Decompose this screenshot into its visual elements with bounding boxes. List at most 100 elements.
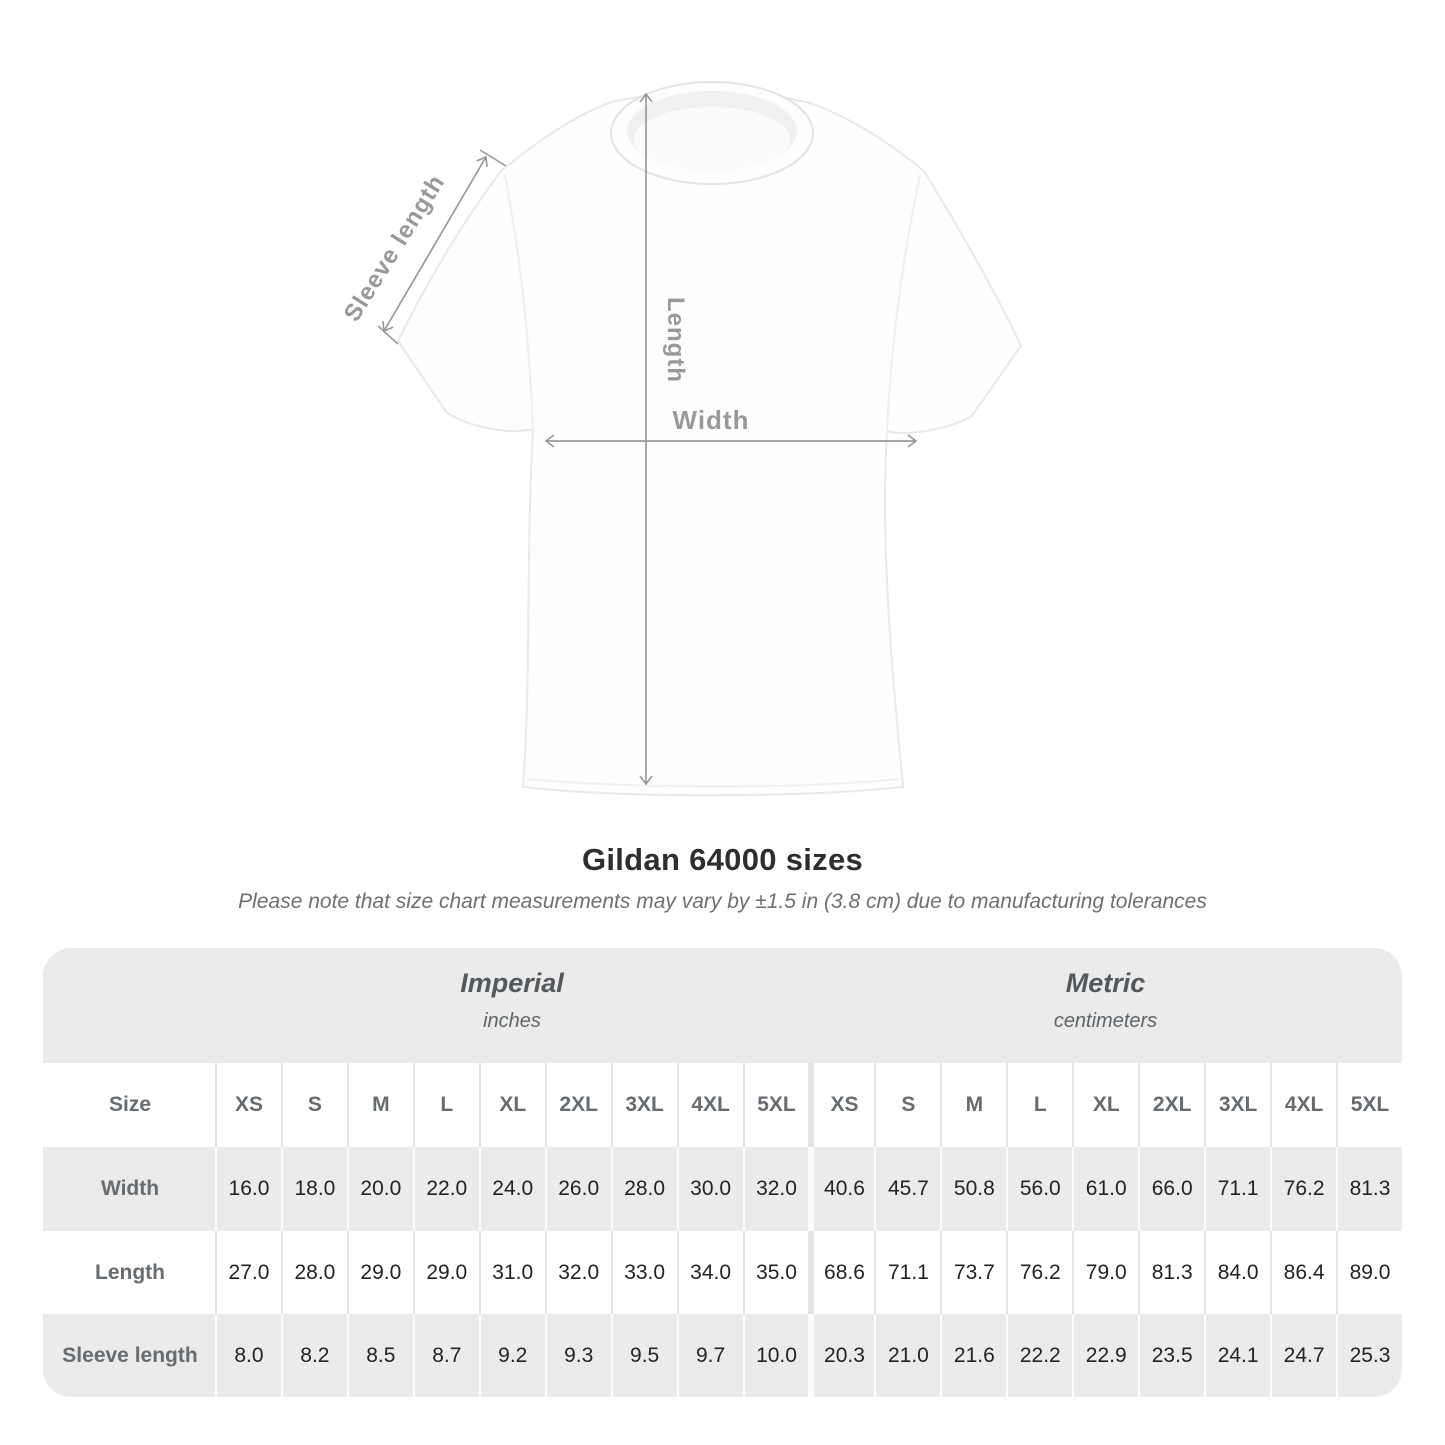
sleeve-tick-bottom	[377, 325, 399, 345]
size-chart-table: Imperial inches Metric centimeters Size X…	[43, 948, 1402, 1397]
metric-value-cell: 89.0	[1336, 1231, 1402, 1314]
metric-value-cell: 45.7	[874, 1147, 940, 1231]
imperial-value-cell: 32.0	[544, 1231, 611, 1314]
imperial-value-cell: 18.0	[280, 1147, 347, 1231]
sleeve-length-arrow	[382, 155, 488, 333]
metric-value-cell: 40.6	[808, 1147, 874, 1231]
imperial-value-cell: 32.0	[742, 1147, 809, 1231]
imperial-value-cell: 10.0	[742, 1314, 809, 1397]
imperial-size-header: XS	[215, 1063, 281, 1147]
metric-size-header: M	[940, 1063, 1006, 1147]
metric-label: Metric	[1065, 968, 1146, 998]
imperial-size-header: 4XL	[676, 1063, 743, 1147]
measurement-annotations	[377, 92, 918, 786]
imperial-value-cell: 24.0	[478, 1147, 545, 1231]
imperial-value-cell: 28.0	[280, 1231, 347, 1314]
metric-value-cell: 81.3	[1336, 1147, 1402, 1231]
imperial-value-cell: 8.2	[280, 1314, 347, 1397]
measurement-row: Width 16.0 18.0 20.0 22.0 24.0 26.0 28.0 30.0 32.…	[43, 1147, 1402, 1231]
metric-value-cell: 79.0	[1072, 1231, 1138, 1314]
metric-value-cell: 86.4	[1270, 1231, 1336, 1314]
size-column-title: Size	[108, 1093, 152, 1116]
metric-size-header: XS	[808, 1063, 874, 1147]
metric-value-cell: 50.8	[940, 1147, 1006, 1231]
imperial-value-cell: 29.0	[346, 1231, 413, 1314]
metric-value-cell: 84.0	[1204, 1231, 1270, 1314]
metric-value-cell: 24.7	[1270, 1314, 1336, 1397]
tolerance-note: Please note that size chart measurements…	[238, 890, 1207, 913]
metric-size-header: L	[1006, 1063, 1072, 1147]
metric-value-cell: 76.2	[1270, 1147, 1336, 1231]
imperial-value-cell: 28.0	[610, 1147, 677, 1231]
size-table-rows: Size XS S M L XL 2XL 3XL 4XL 5XL XS S M L XL 2XL 3XL 4XL 5…	[43, 1063, 1402, 1397]
metric-value-cell: 24.1	[1204, 1314, 1270, 1397]
metric-value-cell: 21.0	[874, 1314, 940, 1397]
imperial-value-cell: 35.0	[742, 1231, 809, 1314]
imperial-size-header: 2XL	[544, 1063, 611, 1147]
imperial-section-header: Imperial inches	[215, 968, 809, 1033]
metric-size-header: 5XL	[1336, 1063, 1402, 1147]
metric-value-cell: 23.5	[1138, 1314, 1204, 1397]
imperial-value-cell: 34.0	[676, 1231, 743, 1314]
metric-value-cell: 22.9	[1072, 1314, 1138, 1397]
imperial-unit-label: inches	[483, 1010, 541, 1032]
metric-value-cell: 66.0	[1138, 1147, 1204, 1231]
imperial-size-header: XL	[478, 1063, 545, 1147]
imperial-value-cell: 9.2	[478, 1314, 545, 1397]
imperial-value-cell: 8.0	[215, 1314, 281, 1397]
imperial-value-cell: 8.7	[412, 1314, 479, 1397]
metric-value-cell: 20.3	[808, 1314, 874, 1397]
metric-value-cell: 71.1	[874, 1231, 940, 1314]
metric-size-header: 4XL	[1270, 1063, 1336, 1147]
metric-value-cell: 61.0	[1072, 1147, 1138, 1231]
metric-size-header: XL	[1072, 1063, 1138, 1147]
sleeve-tick-top	[479, 149, 507, 167]
imperial-value-cell: 29.0	[412, 1231, 479, 1314]
imperial-size-header: S	[280, 1063, 347, 1147]
size-header-row: Size XS S M L XL 2XL 3XL 4XL 5XL XS S M L XL 2XL 3XL 4XL 5…	[43, 1063, 1402, 1147]
imperial-value-cell: 9.3	[544, 1314, 611, 1397]
metric-size-header: 3XL	[1204, 1063, 1270, 1147]
row-label: Length	[95, 1260, 165, 1284]
metric-value-cell: 68.6	[808, 1231, 874, 1314]
imperial-size-header: 5XL	[742, 1063, 809, 1147]
imperial-size-header: M	[346, 1063, 413, 1147]
imperial-value-cell: 27.0	[215, 1231, 281, 1314]
imperial-value-cell: 30.0	[676, 1147, 743, 1231]
metric-size-header: S	[874, 1063, 940, 1147]
units-header-band: Imperial inches Metric centimeters	[43, 948, 1402, 1063]
imperial-value-cell: 20.0	[346, 1147, 413, 1231]
tshirt-silhouette	[396, 81, 1023, 797]
imperial-value-cell: 26.0	[544, 1147, 611, 1231]
imperial-value-cell: 9.7	[676, 1314, 743, 1397]
imperial-label: Imperial	[460, 968, 564, 998]
imperial-value-cell: 33.0	[610, 1231, 677, 1314]
metric-value-cell: 25.3	[1336, 1314, 1402, 1397]
row-label: Sleeve length	[62, 1343, 198, 1367]
metric-value-cell: 21.6	[940, 1314, 1006, 1397]
metric-value-cell: 22.2	[1006, 1314, 1072, 1397]
metric-value-cell: 56.0	[1006, 1147, 1072, 1231]
metric-size-header: 2XL	[1138, 1063, 1204, 1147]
width-label: Width	[673, 405, 750, 435]
measurement-row: Length 27.0 28.0 29.0 29.0 31.0 32.0 33.0 34.0 35…	[43, 1231, 1402, 1314]
imperial-value-cell: 16.0	[215, 1147, 281, 1231]
metric-value-cell: 81.3	[1138, 1231, 1204, 1314]
metric-value-cell: 71.1	[1204, 1147, 1270, 1231]
metric-value-cell: 73.7	[940, 1231, 1006, 1314]
metric-value-cell: 76.2	[1006, 1231, 1072, 1314]
imperial-value-cell: 8.5	[346, 1314, 413, 1397]
imperial-value-cell: 22.0	[412, 1147, 479, 1231]
row-label: Width	[100, 1177, 160, 1200]
imperial-size-header: 3XL	[610, 1063, 677, 1147]
metric-unit-label: centimeters	[1053, 1010, 1158, 1032]
collar-inner-highlight	[634, 107, 790, 171]
imperial-value-cell: 9.5	[610, 1314, 677, 1397]
imperial-size-header: L	[412, 1063, 479, 1147]
length-label: Length	[662, 297, 689, 383]
page-title: Gildan 64000 sizes	[581, 842, 864, 877]
tshirt-measurement-diagram: Sleeve length Length Width	[339, 81, 1023, 797]
metric-section-header: Metric centimeters	[809, 968, 1402, 1033]
imperial-value-cell: 31.0	[478, 1231, 545, 1314]
measurement-row: Sleeve length 8.0 8.2 8.5 8.7 9.2 9.3 9.5 9.7 10.…	[43, 1314, 1402, 1397]
